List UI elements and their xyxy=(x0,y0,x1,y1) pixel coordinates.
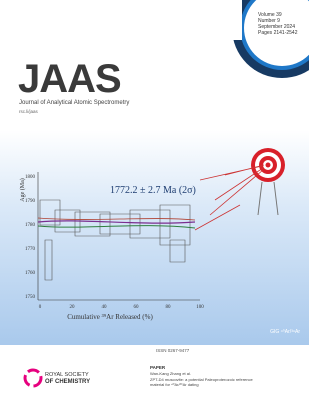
article-type: PAPER xyxy=(150,365,166,370)
x-tick-label: 40 xyxy=(102,305,108,310)
authors: Wan-Kang Zhang et al. xyxy=(150,371,191,376)
result: 1772.2 ± 2.7 Ma (2σ) xyxy=(110,185,196,196)
x-tick-label: 100 xyxy=(196,305,204,310)
article-title: material for ⁴⁰Ar/³⁹Ar dating xyxy=(150,382,199,387)
url: rsc.li/jaas xyxy=(19,109,39,114)
cover: Volume 39 Number 9 September 2024 Pages … xyxy=(0,0,309,403)
y-tick-label: 1760 xyxy=(25,271,36,276)
publisher: ROYAL SOCIETY xyxy=(45,372,89,378)
y-tick-label: 1780 xyxy=(25,223,36,228)
y-axis-label: Age (Ma) xyxy=(19,178,26,202)
x-axis-label: Cumulative ³⁹Ar Released (%) xyxy=(67,313,153,321)
publisher: OF CHEMISTRY xyxy=(45,379,90,385)
y-tick-label: 1800 xyxy=(25,175,36,180)
x-tick-label: 80 xyxy=(166,305,172,310)
issue-line: Pages 2141-2542 xyxy=(258,30,298,36)
x-tick-label: 20 xyxy=(70,305,76,310)
journal-title: JAAS xyxy=(18,57,121,101)
issn: ISSN 0267-9477 xyxy=(156,348,190,353)
y-tick-label: 1770 xyxy=(25,247,36,252)
x-tick-label: 60 xyxy=(134,305,140,310)
y-tick-label: 1750 xyxy=(25,295,36,300)
mask xyxy=(232,0,242,40)
y-tick-label: 1790 xyxy=(25,199,36,204)
watermark: GIG ⁴⁰Ar/³⁹Ar xyxy=(270,329,300,335)
journal-subtitle: Journal of Analytical Atomic Spectrometr… xyxy=(19,100,129,106)
